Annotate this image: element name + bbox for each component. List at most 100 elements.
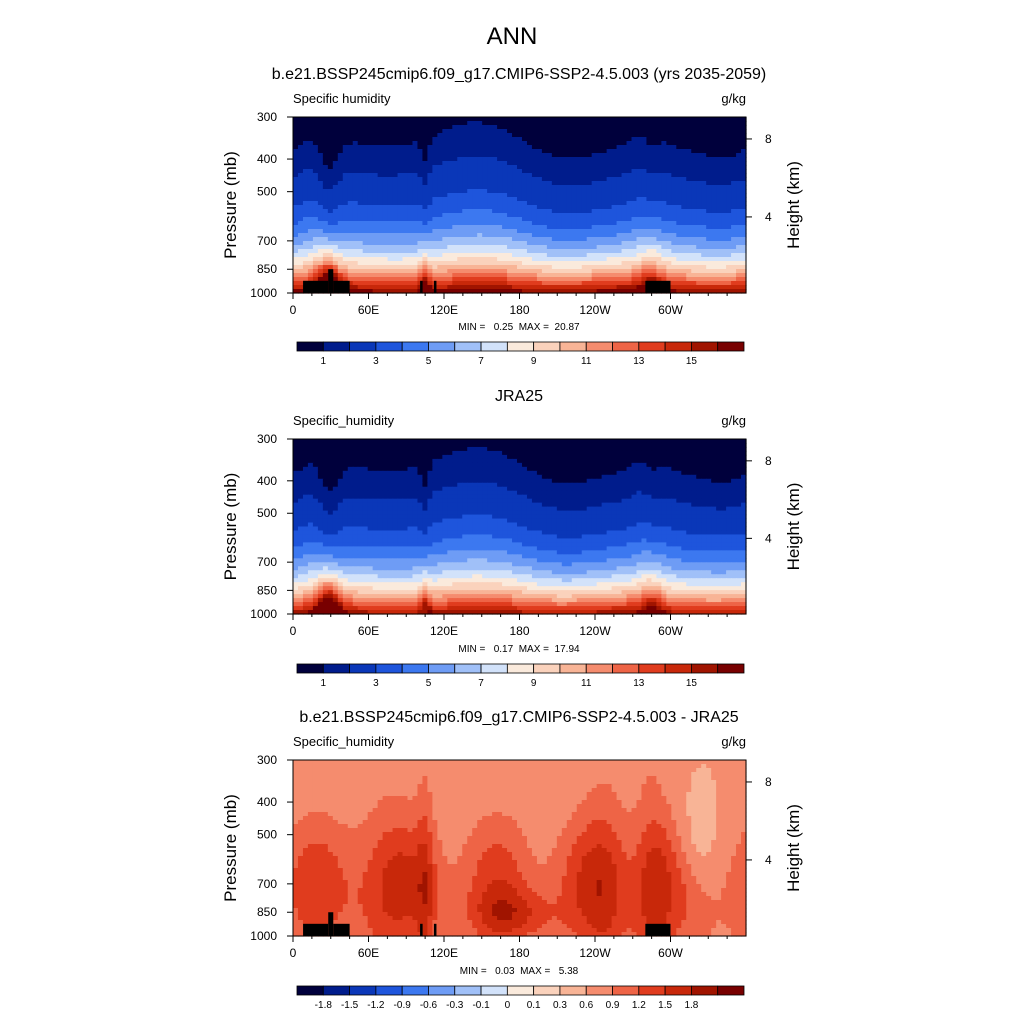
contour-cell — [721, 169, 727, 174]
contour-cell — [631, 169, 638, 174]
contour-cell — [437, 177, 443, 182]
contour-cell — [382, 249, 389, 254]
contour-cell — [561, 225, 568, 230]
contour-cell — [297, 217, 304, 222]
contour-cell — [442, 209, 448, 214]
contour-cell — [681, 201, 687, 206]
contour-cell — [357, 269, 364, 274]
contour-cell — [596, 157, 603, 162]
contour-cell — [412, 121, 419, 126]
contour-cell — [706, 462, 712, 468]
contour-cell — [696, 169, 702, 174]
contour-cell — [437, 470, 443, 476]
contour-cell — [681, 466, 687, 472]
contour-cell — [327, 253, 334, 258]
contour-cell — [437, 189, 443, 194]
contour-cell — [696, 273, 702, 278]
contour-cell — [686, 161, 692, 166]
contour-cell — [631, 201, 638, 206]
contour-cell — [636, 193, 643, 198]
contour-cell — [502, 129, 508, 134]
contour-cell — [377, 129, 384, 134]
contour-cell — [302, 446, 309, 452]
contour-cell — [342, 197, 349, 202]
contour-cell — [591, 249, 598, 254]
contour-cell — [517, 446, 523, 452]
contour-cell — [531, 181, 538, 186]
contour-cell — [432, 121, 438, 126]
contour-cell — [302, 261, 309, 266]
contour-cell — [357, 201, 364, 206]
contour-cell — [297, 165, 304, 170]
contour-cell — [731, 470, 737, 476]
contour-cell — [641, 281, 648, 286]
contour-cell — [447, 289, 453, 294]
contour-cell — [442, 229, 448, 234]
contour-cell — [531, 205, 538, 210]
contour-cell — [636, 157, 643, 162]
contour-cell — [337, 185, 344, 190]
contour-cell — [472, 189, 478, 194]
contour-cell — [666, 470, 672, 476]
contour-cell — [576, 225, 583, 230]
contour-cell — [377, 277, 384, 282]
contour-cell — [521, 197, 528, 202]
contour-cell — [457, 241, 463, 246]
contour-cell — [417, 209, 424, 214]
contour-cell — [422, 458, 429, 464]
contour-cell — [432, 237, 438, 242]
contour-cell — [551, 237, 558, 242]
contour-cell — [656, 221, 662, 226]
contour-cell — [512, 145, 518, 150]
contour-cell — [526, 189, 533, 194]
contour-cell — [507, 261, 513, 266]
contour-cell — [561, 169, 568, 174]
contour-cell — [661, 277, 667, 282]
contour-cell — [472, 129, 478, 134]
contour-cell — [726, 470, 732, 476]
contour-cell — [666, 249, 672, 254]
contour-cell — [452, 209, 458, 214]
contour-cell — [696, 253, 702, 258]
contour-cell — [616, 201, 623, 206]
contour-cell — [531, 241, 538, 246]
contour-cell — [731, 145, 737, 150]
contour-cell — [586, 241, 593, 246]
contour-cell — [512, 125, 518, 130]
contour-cell — [462, 221, 468, 226]
contour-cell — [546, 217, 553, 222]
contour-cell — [377, 261, 384, 266]
contour-cell — [581, 446, 588, 452]
contour-cell — [512, 213, 518, 218]
contour-cell — [312, 149, 319, 154]
contour-cell — [606, 121, 613, 126]
contour-cell — [666, 261, 672, 266]
contour-cell — [641, 197, 648, 202]
contour-cell — [591, 157, 598, 162]
contour-cell — [606, 117, 613, 122]
contour-cell — [447, 185, 453, 190]
contour-cell — [561, 213, 568, 218]
contour-cell — [502, 450, 508, 456]
contour-cell — [487, 442, 493, 448]
contour-cell — [671, 213, 677, 218]
contour-cell — [661, 141, 667, 146]
contour-cell — [546, 173, 553, 178]
contour-cell — [502, 257, 508, 262]
contour-cell — [616, 129, 623, 134]
contour-cell — [651, 233, 657, 238]
contour-cell — [432, 193, 438, 198]
contour-cell — [447, 269, 453, 274]
contour-cell — [372, 221, 379, 226]
contour-cell — [422, 129, 429, 134]
contour-cell — [726, 442, 732, 448]
contour-cell — [452, 281, 458, 286]
contour-cell — [536, 245, 543, 250]
contour-cell — [731, 462, 737, 468]
contour-cell — [297, 277, 304, 282]
contour-cell — [726, 137, 732, 142]
contour-cell — [392, 446, 399, 452]
contour-cell — [452, 129, 458, 134]
contour-cell — [372, 277, 379, 282]
contour-cell — [497, 442, 503, 448]
